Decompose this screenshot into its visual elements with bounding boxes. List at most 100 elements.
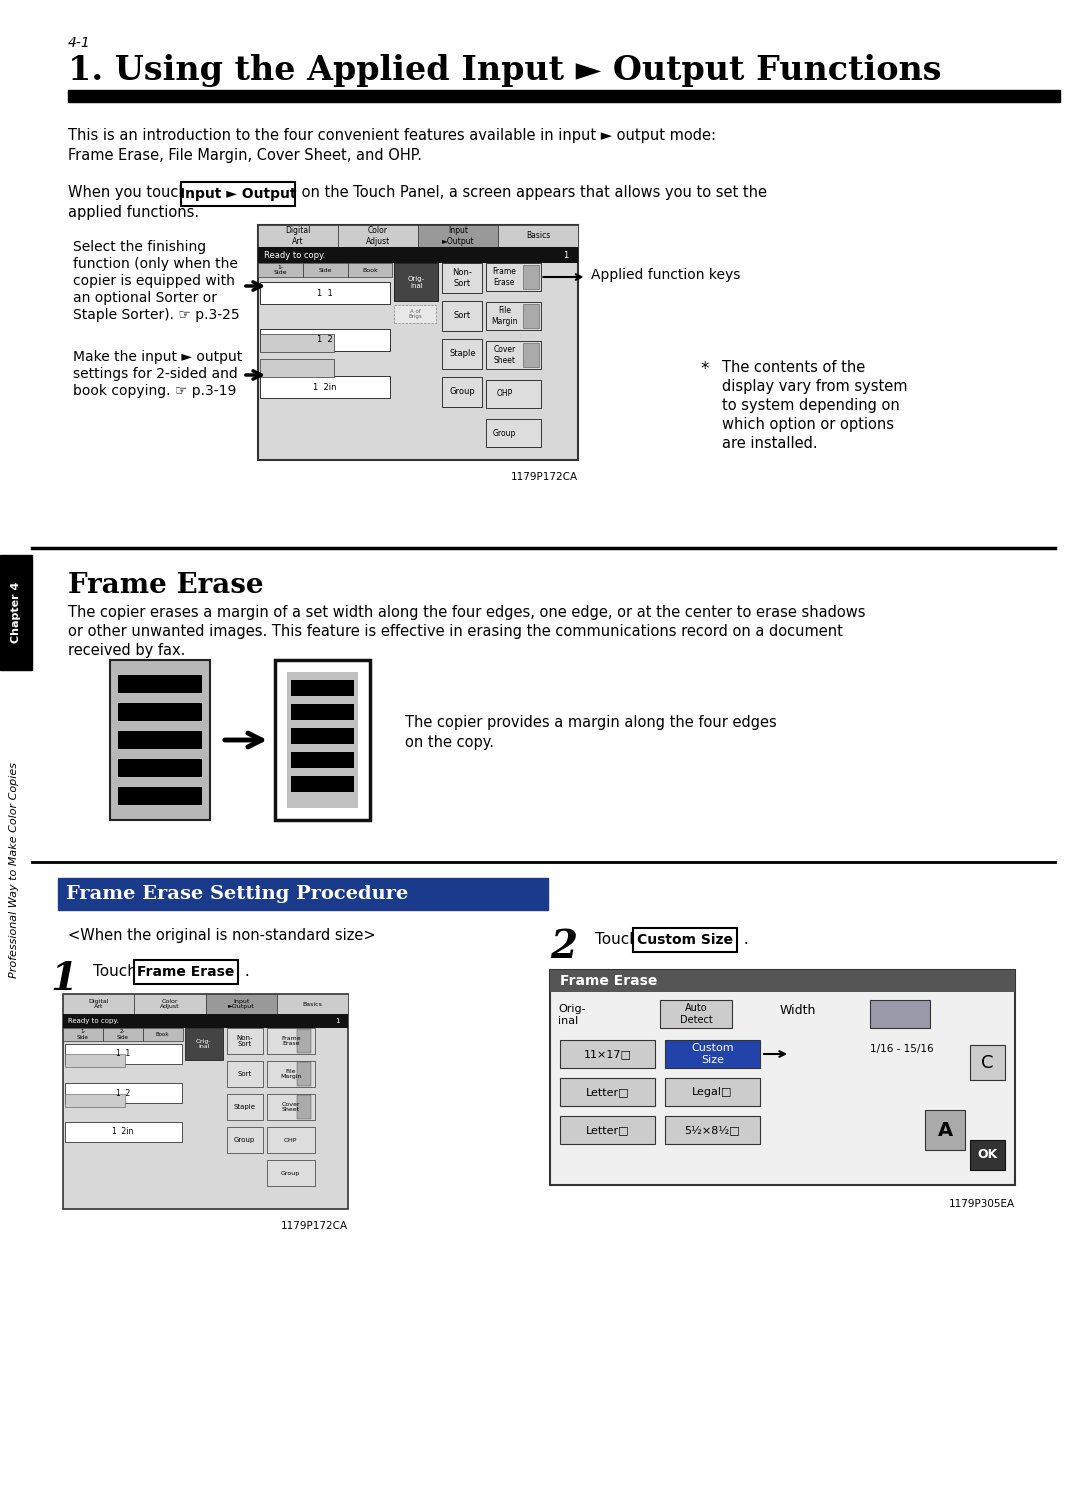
Text: <When the original is non-standard size>: <When the original is non-standard size> — [68, 928, 376, 943]
Text: Cover
Sheet: Cover Sheet — [494, 346, 515, 365]
Bar — [258, 247, 578, 263]
Text: The contents of the: The contents of the — [723, 359, 865, 376]
Bar — [524, 343, 539, 367]
Bar — [134, 993, 205, 1014]
Bar — [227, 1127, 262, 1152]
Text: received by fax.: received by fax. — [68, 643, 186, 658]
Bar — [665, 1040, 760, 1068]
Text: 5½×8½□: 5½×8½□ — [685, 1126, 741, 1135]
Bar — [561, 1117, 654, 1143]
Bar — [118, 787, 202, 805]
Text: Make the input ► output: Make the input ► output — [73, 350, 242, 364]
Text: Touch: Touch — [93, 964, 141, 979]
Text: 1179P305EA: 1179P305EA — [949, 1198, 1015, 1209]
Text: Auto
Detect: Auto Detect — [679, 1004, 713, 1025]
Bar — [443, 377, 483, 407]
Text: Sort: Sort — [238, 1071, 252, 1077]
Text: Group: Group — [281, 1170, 300, 1176]
Bar — [665, 1117, 760, 1143]
Bar — [338, 226, 418, 247]
Bar — [143, 1028, 183, 1041]
Text: 11×17□: 11×17□ — [583, 1048, 632, 1059]
Text: function (only when the: function (only when the — [73, 257, 238, 270]
Text: When you touch: When you touch — [68, 186, 192, 200]
Text: Professional Way to Make Color Copies: Professional Way to Make Color Copies — [9, 762, 19, 979]
Text: to system depending on: to system depending on — [723, 398, 900, 413]
Text: 1179P172CA: 1179P172CA — [511, 472, 578, 483]
Bar — [260, 359, 334, 377]
Bar — [276, 993, 348, 1014]
Text: Custom Size: Custom Size — [637, 933, 733, 947]
Text: which option or options: which option or options — [723, 417, 894, 432]
Bar — [227, 1060, 262, 1087]
Bar — [394, 263, 438, 301]
Text: Book: Book — [156, 1032, 170, 1037]
Bar — [302, 263, 348, 278]
Bar — [297, 1094, 311, 1120]
Text: copier is equipped with: copier is equipped with — [73, 275, 234, 288]
Text: 2-
Side: 2- Side — [117, 1029, 129, 1040]
Bar — [63, 993, 348, 1209]
Bar — [394, 304, 436, 324]
Bar — [227, 1028, 262, 1054]
Text: Frame Erase: Frame Erase — [561, 974, 658, 988]
Bar — [348, 263, 392, 278]
Bar — [68, 91, 1059, 102]
Text: Frame Erase: Frame Erase — [68, 572, 264, 598]
Text: File
Margin: File Margin — [491, 306, 517, 325]
Bar — [260, 376, 390, 398]
Text: Frame Erase: Frame Erase — [137, 965, 234, 979]
Text: 1: 1 — [50, 959, 77, 998]
Bar — [118, 731, 202, 748]
Bar — [291, 751, 354, 768]
Bar — [65, 1123, 181, 1142]
Text: 1  1: 1 1 — [116, 1050, 130, 1059]
Bar — [486, 380, 541, 408]
Bar — [443, 301, 483, 331]
Text: *: * — [700, 359, 708, 379]
Text: Color
Adjust: Color Adjust — [366, 226, 390, 245]
Text: Digital
Art: Digital Art — [89, 998, 109, 1010]
Bar — [665, 1078, 760, 1106]
Text: C: C — [982, 1053, 994, 1072]
Bar — [205, 993, 276, 1014]
Bar — [260, 330, 390, 350]
Text: Non-
Sort: Non- Sort — [453, 269, 472, 288]
Text: Frame Erase Setting Procedure: Frame Erase Setting Procedure — [66, 885, 408, 903]
Text: 1: 1 — [336, 1019, 340, 1025]
Text: Orig-
inal: Orig- inal — [558, 1004, 585, 1026]
Bar — [267, 1160, 314, 1187]
Bar — [65, 1054, 125, 1068]
Bar — [486, 342, 541, 368]
Text: Input
►Output: Input ►Output — [228, 998, 255, 1010]
Bar — [291, 704, 354, 720]
Text: Color
Adjust: Color Adjust — [160, 998, 179, 1010]
Text: Digital
Art: Digital Art — [285, 226, 311, 245]
Text: 1  2: 1 2 — [116, 1089, 130, 1097]
Text: 4-1: 4-1 — [68, 36, 91, 50]
Bar — [0, 555, 32, 670]
Bar — [291, 777, 354, 792]
Text: Orig-
inal: Orig- inal — [408, 276, 424, 288]
Text: Input
►Output: Input ►Output — [442, 226, 474, 245]
Text: Group: Group — [449, 388, 475, 396]
Bar — [297, 1029, 311, 1053]
Bar — [267, 1028, 314, 1054]
Text: Staple Sorter). ☞ p.3-25: Staple Sorter). ☞ p.3-25 — [73, 307, 240, 322]
Text: Group: Group — [492, 429, 516, 438]
Text: OK: OK — [977, 1148, 998, 1161]
Text: Width: Width — [780, 1004, 816, 1017]
Bar — [524, 304, 539, 328]
Text: book copying. ☞ p.3-19: book copying. ☞ p.3-19 — [73, 385, 237, 398]
Bar — [550, 970, 1015, 1185]
Text: Non-
Sort: Non- Sort — [237, 1035, 253, 1047]
Bar — [185, 1028, 222, 1060]
Bar — [65, 1044, 181, 1063]
Bar — [291, 728, 354, 744]
Bar — [970, 1045, 1005, 1080]
Text: 1-
Side: 1- Side — [273, 264, 287, 275]
Text: Select the finishing: Select the finishing — [73, 241, 206, 254]
Bar — [258, 226, 338, 247]
Text: Ready to copy.: Ready to copy. — [264, 251, 325, 260]
Bar — [267, 1060, 314, 1087]
